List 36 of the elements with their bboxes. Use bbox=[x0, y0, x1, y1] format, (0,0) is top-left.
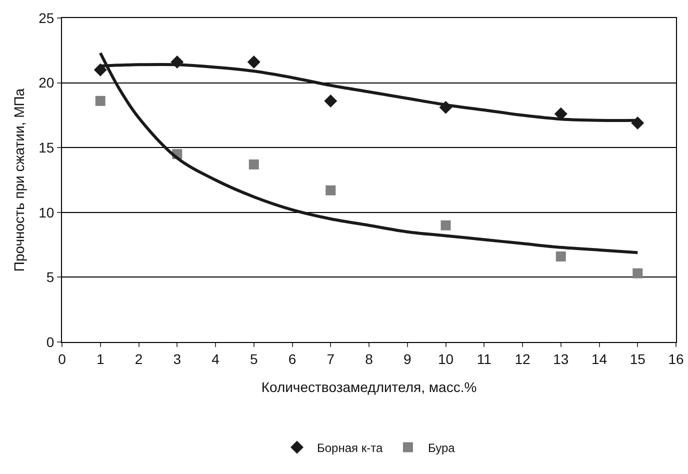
x-tick-label: 11 bbox=[476, 350, 492, 367]
y-tick-label: 20 bbox=[38, 74, 54, 91]
y-tick-label: 15 bbox=[38, 140, 54, 156]
x-tick-label: 7 bbox=[326, 350, 335, 367]
y-tick-label: 10 bbox=[38, 204, 54, 220]
x-tick-label: 14 bbox=[591, 350, 608, 367]
y-tick-label: 5 bbox=[46, 269, 54, 286]
point bbox=[556, 251, 566, 262]
x-tick-label: 10 bbox=[438, 350, 454, 367]
point bbox=[95, 96, 106, 106]
x-tick-label: 5 bbox=[250, 350, 258, 367]
x-tick-label: 2 bbox=[134, 350, 143, 367]
x-tick-label: 15 bbox=[630, 350, 646, 367]
legend-label: Бура bbox=[428, 440, 456, 455]
y-axis-title: Прочность при сжатии, МПа bbox=[11, 88, 27, 272]
x-tick-label: 8 bbox=[365, 350, 374, 367]
point bbox=[440, 220, 451, 230]
point bbox=[324, 94, 338, 108]
x-tick-label: 13 bbox=[553, 350, 569, 367]
x-tick-label: 3 bbox=[173, 350, 182, 367]
point bbox=[248, 159, 259, 170]
legend-label: Борная к-та bbox=[317, 440, 383, 455]
x-tick-label: 4 bbox=[212, 350, 220, 367]
y-tick-label: 25 bbox=[38, 10, 54, 26]
x-tick-label: 1 bbox=[96, 350, 104, 367]
point bbox=[247, 56, 260, 69]
x-tick-label: 9 bbox=[403, 350, 412, 367]
x-tick-label: 16 bbox=[668, 350, 684, 367]
y-tick-label: 0 bbox=[46, 334, 54, 350]
point bbox=[326, 185, 336, 196]
x-tick-label: 12 bbox=[514, 350, 530, 367]
point bbox=[632, 268, 643, 278]
x-axis-title: Количествозамедлителя, масс.% bbox=[261, 379, 477, 396]
x-tick-label: 0 bbox=[58, 350, 66, 367]
x-tick-label: 6 bbox=[288, 350, 296, 367]
point bbox=[94, 63, 107, 76]
